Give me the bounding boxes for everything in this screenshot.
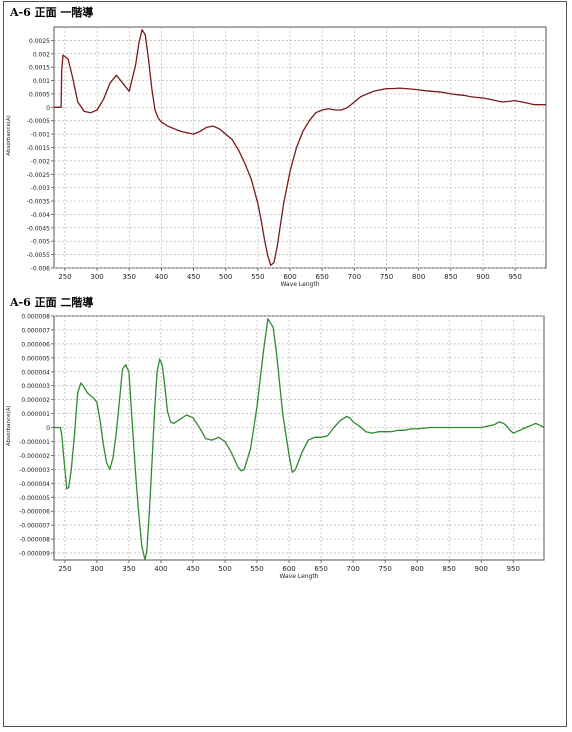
- x-tick-label: 950: [508, 273, 521, 281]
- x-tick-label: 650: [316, 273, 329, 281]
- y-tick-label: -0.0045: [27, 225, 50, 232]
- first-derivative-chart: 250 300 350 400 450 500 550 600 650 700 750 800 850 9…: [6, 26, 547, 288]
- x-tick-label: 700: [348, 273, 361, 281]
- x-tick-label: 700: [346, 565, 359, 573]
- y-tick-label: -0.000007: [19, 523, 50, 530]
- y-tick-label: 0.000006: [21, 341, 50, 348]
- y-tick-label: 0.000004: [21, 369, 50, 376]
- x-tick-label: 350: [122, 565, 135, 573]
- y-tick-label: -0.000009: [19, 551, 50, 558]
- series-line: [54, 318, 545, 561]
- y-axis-title: Absorbance(A): [6, 115, 12, 156]
- x-tick-label: 600: [282, 565, 295, 573]
- y-tick-label: -0.000005: [19, 495, 50, 502]
- x-tick-label: 300: [90, 565, 103, 573]
- y-tick-label: 0.000008: [21, 314, 50, 321]
- y-tick-label: -0.001: [31, 132, 51, 139]
- y-tick-label: 0.000005: [21, 355, 50, 362]
- y-tick-label: -0.005: [31, 239, 51, 246]
- x-tick-label: 900: [475, 565, 488, 573]
- y-tick-label: -0.0035: [27, 199, 50, 206]
- y-tick-label: -0.002: [31, 158, 51, 165]
- x-tick-label: 850: [444, 273, 457, 281]
- y-tick-label: -0.000004: [19, 481, 50, 488]
- x-tick-label: 300: [90, 273, 103, 281]
- y-axis-title: Absorbance(A): [6, 406, 12, 447]
- x-tick-label: 450: [187, 273, 200, 281]
- y-tick-label: -0.0005: [27, 118, 50, 125]
- y-tick-label: 0.002: [33, 51, 50, 58]
- x-tick-label: 550: [250, 565, 263, 573]
- x-tick-label: 450: [186, 565, 199, 573]
- x-tick-label: 900: [476, 273, 489, 281]
- y-tick-label: 0.000002: [21, 397, 50, 404]
- x-tick-label: 250: [58, 565, 71, 573]
- x-tick-label: 750: [380, 273, 393, 281]
- x-tick-label: 600: [283, 273, 296, 281]
- y-tick-label: 0.0005: [29, 91, 50, 98]
- x-tick-label: 400: [155, 273, 168, 281]
- x-tick-label: 800: [412, 273, 425, 281]
- y-tick-label: -0.000008: [19, 537, 50, 544]
- y-tick-label: -0.003: [31, 185, 51, 192]
- y-tick-label: -0.000001: [19, 439, 50, 446]
- y-tick-label: 0.0015: [29, 65, 50, 72]
- y-tick-label: -0.0015: [27, 145, 50, 152]
- y-tick-label: -0.0055: [27, 252, 50, 259]
- x-axis-title: Wave Length: [280, 281, 319, 288]
- x-tick-label: 650: [314, 565, 327, 573]
- x-axis-title: Wave Length: [279, 573, 318, 580]
- y-tick-label: 0.000003: [21, 383, 50, 390]
- y-tick-label: -0.000006: [19, 509, 50, 516]
- x-tick-label: 500: [218, 565, 231, 573]
- y-tick-label: 0.001: [33, 78, 50, 85]
- x-tick-label: 350: [123, 273, 136, 281]
- x-tick-label: 850: [443, 565, 456, 573]
- x-tick-label: 750: [378, 565, 391, 573]
- chart-2-title: A-6 正面 二階導: [10, 296, 94, 309]
- x-tick-label: 550: [251, 273, 264, 281]
- x-tick-label: 250: [58, 273, 71, 281]
- page-frame: [3, 1, 567, 727]
- x-tick-label: 500: [219, 273, 232, 281]
- y-tick-label: -0.004: [31, 212, 51, 219]
- y-tick-label: -0.000003: [19, 467, 50, 474]
- y-tick-label: 0.0025: [29, 38, 50, 45]
- y-tick-label: -0.000002: [19, 453, 50, 460]
- y-tick-label: -0.0025: [27, 172, 50, 179]
- y-tick-label: 0: [46, 105, 50, 112]
- y-tick-label: -0.006: [31, 266, 51, 273]
- series-line: [54, 29, 546, 266]
- second-derivative-chart: 250 300 350 400 450 500 550 600 650 700 750 800 850 9…: [6, 314, 545, 580]
- plot-area: [53, 315, 545, 561]
- y-tick-label: 0: [46, 425, 50, 432]
- x-tick-label: 950: [507, 565, 520, 573]
- y-tick-label: 0.000007: [21, 327, 50, 334]
- x-tick-label: 800: [410, 565, 423, 573]
- y-tick-label: 0.000001: [21, 411, 50, 418]
- x-tick-label: 400: [154, 565, 167, 573]
- chart-1-title: A-6 正面 一階導: [10, 6, 94, 19]
